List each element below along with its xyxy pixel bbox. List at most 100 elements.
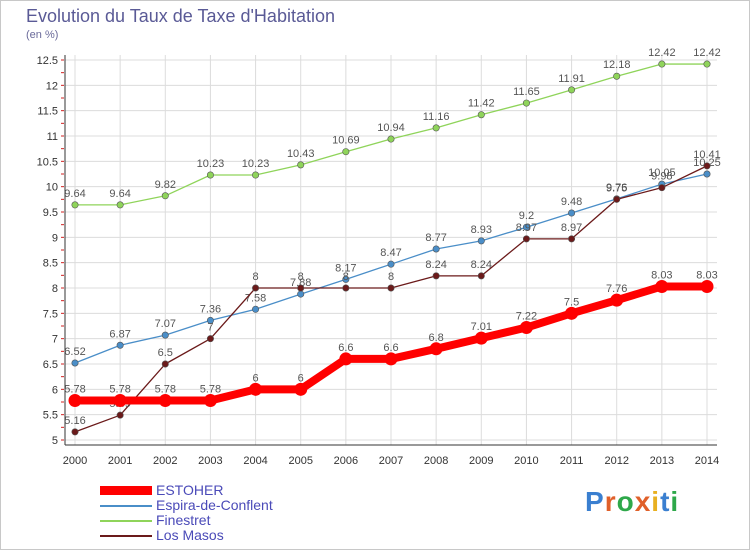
y-tick-label: 12.5 [37,55,58,67]
data-label: 7 [207,322,213,334]
data-label: 10.41 [693,149,721,161]
legend-swatch [100,535,152,537]
legend-label: Espira-de-Conflent [156,497,273,513]
data-point [387,284,395,292]
logo-letter: t [660,486,671,517]
data-label: 8.97 [516,222,537,234]
legend-label: Finestret [156,512,211,528]
x-tick-label: 2009 [469,455,493,467]
data-point [113,393,127,407]
data-point [161,192,169,200]
logo-letter: i [651,486,661,517]
data-label: 9.98 [651,171,672,183]
data-point [342,284,350,292]
data-point [252,284,260,292]
data-label: 10.94 [377,122,405,134]
data-point [703,170,711,178]
data-point [384,352,398,366]
data-point [477,272,485,280]
data-label: 8 [253,271,259,283]
data-point [522,99,530,107]
data-point [613,72,621,80]
data-label: 7.01 [471,321,492,333]
y-tick-label: 11.5 [37,106,58,118]
data-label: 8.17 [335,262,356,274]
data-label: 10.69 [332,135,360,147]
data-point [658,184,666,192]
legend-swatch [100,505,152,507]
logo-letter: o [616,486,635,517]
data-label: 9.82 [155,179,176,191]
logo-letter: r [604,486,617,517]
data-label: 9.64 [64,188,85,200]
data-point [71,201,79,209]
data-label: 8 [388,271,394,283]
data-point [68,393,82,407]
data-point [161,360,169,368]
data-label: 7.76 [606,283,627,295]
x-tick-label: 2001 [108,455,132,467]
data-label: 10.43 [287,148,315,160]
data-point [71,428,79,436]
data-point [522,235,530,243]
data-point [116,341,124,349]
data-point [432,245,440,253]
data-label: 7.5 [564,296,579,308]
legend-label: ESTOHER [156,482,224,498]
x-tick-label: 2002 [153,455,177,467]
data-label: 9.76 [606,182,627,194]
data-label: 11.65 [513,86,540,98]
x-tick-label: 2004 [243,455,267,467]
data-label: 10.05 [648,167,676,179]
y-tick-label: 9.5 [43,207,58,219]
y-tick-label: 12 [46,80,58,92]
data-point [610,293,624,307]
data-label: 9.75 [606,182,627,194]
data-label: 5.78 [109,383,130,395]
data-point [294,382,308,396]
y-tick-label: 7 [52,334,58,346]
data-point [522,223,530,231]
y-tick-label: 8 [52,283,58,295]
data-point [568,86,576,94]
data-point [429,342,443,356]
data-label: 11.42 [468,98,495,110]
data-point [613,195,621,203]
y-tick-label: 9 [52,232,58,244]
x-tick-label: 2006 [334,455,358,467]
x-tick-label: 2011 [560,455,584,467]
data-point [342,275,350,283]
x-tick-label: 2013 [650,455,674,467]
legend-swatch [100,520,152,522]
data-point [203,393,217,407]
data-label: 6.87 [109,328,130,340]
logo-letter: x [634,486,652,517]
data-label: 10.23 [197,158,225,170]
data-point [432,272,440,280]
data-label: 7.58 [245,292,266,304]
data-point [297,284,305,292]
y-tick-label: 10.5 [37,156,58,168]
data-point [116,411,124,419]
chart-title: Evolution du Taux de Taxe d'Habitation [26,6,335,26]
y-tick-label: 5 [52,435,58,447]
data-point [387,260,395,268]
x-tick-label: 2012 [604,455,628,467]
logo-letter: P [585,486,605,517]
data-label: 6.6 [383,342,398,354]
data-point [387,135,395,143]
y-tick-label: 5.5 [43,410,58,422]
y-tick-label: 11 [47,131,58,143]
data-label: 6.5 [158,347,173,359]
x-tick-label: 2003 [198,455,222,467]
data-point [703,162,711,170]
data-label: 12.42 [693,47,721,59]
data-label: 7.88 [290,277,311,289]
y-tick-label: 6.5 [43,359,58,371]
data-point [71,359,79,367]
x-tick-label: 2010 [514,455,538,467]
data-point [252,305,260,313]
data-point [568,235,576,243]
data-label: 8.47 [380,247,401,259]
